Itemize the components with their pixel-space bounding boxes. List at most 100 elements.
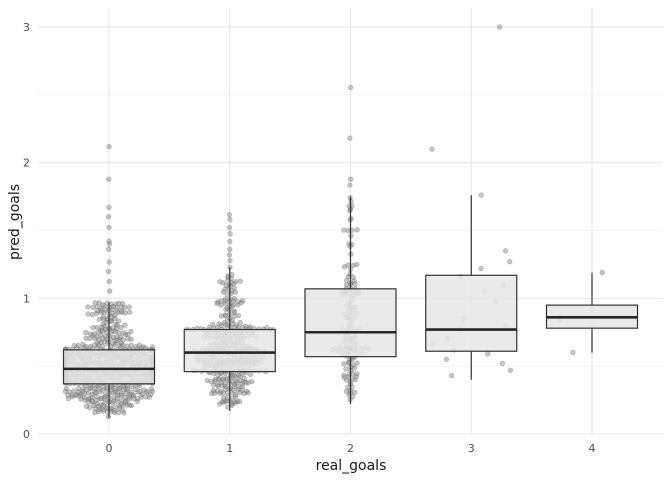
data-point [233, 394, 239, 400]
data-point [352, 377, 358, 383]
data-point [341, 264, 348, 270]
data-point [112, 315, 118, 322]
data-point [449, 373, 455, 379]
box-layer [62, 195, 639, 418]
data-point [106, 224, 112, 231]
data-point [92, 335, 98, 341]
data-point [83, 330, 89, 336]
data-point [118, 340, 124, 346]
x-axis-title: real_goals [316, 458, 387, 474]
data-point [217, 390, 223, 396]
data-point [223, 312, 229, 318]
data-point [102, 392, 108, 398]
data-point [107, 288, 113, 294]
data-point [88, 385, 94, 392]
data-point [231, 381, 238, 388]
data-point [218, 313, 224, 319]
data-point [120, 337, 126, 343]
data-point [216, 401, 223, 407]
data-point [138, 394, 144, 400]
data-point [148, 391, 154, 398]
data-point [131, 396, 137, 402]
data-point [113, 321, 119, 327]
data-point [344, 377, 350, 383]
data-point [100, 408, 106, 414]
data-point [106, 144, 112, 150]
data-point [127, 309, 133, 315]
data-point [105, 268, 112, 275]
data-point [85, 311, 91, 317]
data-point [82, 391, 88, 397]
data-point [354, 261, 360, 268]
data-point [237, 389, 243, 396]
data-point [114, 308, 120, 314]
data-point [109, 400, 116, 406]
data-point [209, 390, 215, 397]
data-point [122, 310, 128, 316]
data-point [98, 309, 104, 315]
data-point [247, 371, 253, 378]
data-point [351, 278, 357, 284]
data-point [235, 312, 242, 319]
data-point [224, 291, 230, 298]
data-point [149, 388, 156, 394]
data-point [219, 383, 225, 389]
data-point [204, 377, 210, 384]
x-tick-label: 2 [347, 442, 354, 455]
data-point [341, 372, 347, 378]
data-point [93, 310, 100, 317]
data-point [85, 304, 91, 310]
data-point [130, 392, 136, 398]
data-point [232, 392, 239, 398]
data-point [215, 383, 221, 389]
data-point [351, 365, 358, 371]
data-point [97, 389, 103, 395]
data-point [122, 322, 128, 328]
data-point [352, 281, 358, 287]
data-point [343, 366, 349, 372]
data-point [114, 304, 120, 310]
data-point [100, 316, 106, 322]
data-point [220, 289, 227, 295]
data-point [94, 324, 100, 330]
data-point [135, 389, 141, 395]
data-point [443, 356, 450, 362]
data-point [118, 324, 124, 331]
data-point [128, 384, 135, 390]
data-point [77, 393, 83, 399]
data-point [214, 300, 220, 307]
data-point [235, 302, 241, 308]
data-point [83, 335, 89, 341]
data-point [122, 332, 129, 338]
data-point [348, 176, 354, 182]
data-point [478, 192, 484, 198]
data-point [124, 402, 130, 408]
data-point [223, 306, 229, 312]
data-point [245, 390, 251, 396]
data-point [126, 394, 132, 400]
data-point [223, 322, 229, 328]
data-point [106, 204, 112, 210]
data-point [112, 410, 118, 416]
data-point [115, 310, 121, 316]
data-point [226, 212, 232, 218]
data-point [231, 298, 237, 304]
data-point [217, 279, 223, 285]
data-point [116, 410, 122, 416]
data-point [128, 336, 134, 342]
data-point [134, 398, 140, 405]
data-point [111, 313, 118, 319]
data-point [341, 361, 347, 367]
data-point [343, 282, 350, 288]
data-point [62, 388, 69, 395]
data-point [227, 246, 233, 253]
data-point [570, 350, 576, 356]
data-point [146, 394, 152, 400]
box-iqr [304, 288, 397, 358]
data-point [221, 399, 227, 405]
data-point [507, 259, 513, 265]
data-point [507, 367, 514, 373]
data-point [106, 259, 112, 265]
tick-layer: 0 1 2 3 0 1 2 3 4 [23, 21, 596, 455]
